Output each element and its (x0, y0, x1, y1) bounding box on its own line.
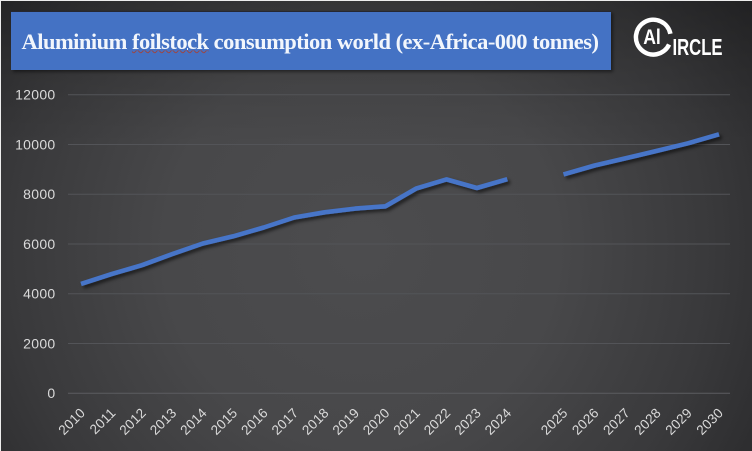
svg-text:2015: 2015 (208, 405, 241, 438)
svg-text:2030: 2030 (694, 405, 727, 438)
svg-text:IRCLE: IRCLE (673, 36, 723, 61)
svg-text:2010: 2010 (56, 405, 89, 438)
svg-text:2028: 2028 (631, 405, 664, 438)
svg-text:12000: 12000 (15, 87, 55, 103)
svg-text:2017: 2017 (269, 405, 302, 438)
svg-text:0: 0 (47, 385, 55, 401)
svg-text:2016: 2016 (238, 405, 271, 438)
svg-text:2012: 2012 (116, 405, 149, 438)
svg-text:4000: 4000 (23, 286, 55, 302)
svg-text:2023: 2023 (451, 405, 484, 438)
svg-text:8000: 8000 (23, 186, 55, 202)
svg-text:2020: 2020 (360, 405, 393, 438)
svg-text:6000: 6000 (23, 236, 55, 252)
svg-text:2019: 2019 (330, 405, 363, 438)
svg-text:2029: 2029 (662, 405, 695, 438)
svg-text:2024: 2024 (482, 405, 515, 438)
svg-text:2026: 2026 (569, 405, 602, 438)
svg-text:2021: 2021 (391, 405, 424, 438)
svg-text:2027: 2027 (600, 405, 633, 438)
svg-text:2025: 2025 (538, 405, 571, 438)
svg-text:2022: 2022 (421, 405, 454, 438)
svg-text:2000: 2000 (23, 335, 55, 351)
svg-text:2011: 2011 (87, 405, 119, 437)
svg-text:2018: 2018 (299, 405, 332, 438)
svg-text:10000: 10000 (15, 136, 55, 152)
svg-text:Al: Al (643, 25, 661, 49)
svg-text:2013: 2013 (147, 405, 180, 438)
svg-text:2014: 2014 (177, 405, 210, 438)
